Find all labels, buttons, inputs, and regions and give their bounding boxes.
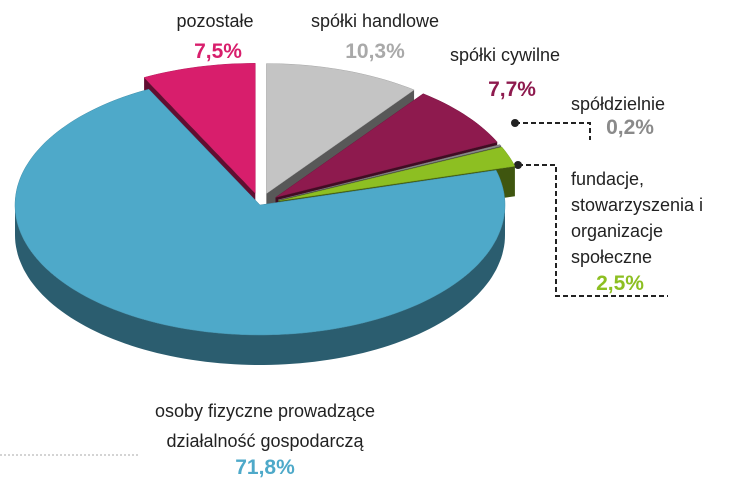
- slice: [143, 63, 256, 194]
- slice-tops: [14, 63, 516, 336]
- value-label: 2,5%: [596, 272, 644, 295]
- slice-label: spółdzielnie: [571, 94, 666, 114]
- value-label: 7,7%: [488, 78, 536, 101]
- slice-label: spółki cywilne: [449, 45, 561, 65]
- slice: [275, 93, 498, 198]
- slice-label: fundacje, stowarzyszenia i organizacje s…: [571, 169, 704, 267]
- slice: [266, 63, 415, 195]
- slice-label: spółki handlowe: [310, 11, 440, 31]
- slice: [278, 144, 502, 201]
- value-label: 71,8%: [235, 456, 295, 479]
- value-label: 7,5%: [194, 40, 242, 63]
- leader-line: [515, 122, 591, 140]
- value-label: 0,2%: [606, 116, 654, 139]
- leader-line: [518, 164, 668, 297]
- slice-label: pozostałe: [176, 11, 254, 31]
- value-label: 10,3%: [345, 40, 405, 63]
- slice: [14, 88, 506, 336]
- leader-dot: [511, 119, 519, 127]
- slice-label: osoby fizyczne prowadzące działalność go…: [154, 401, 376, 451]
- slice: [278, 146, 516, 202]
- slice-wall: [15, 205, 505, 365]
- leader-dot: [514, 161, 522, 169]
